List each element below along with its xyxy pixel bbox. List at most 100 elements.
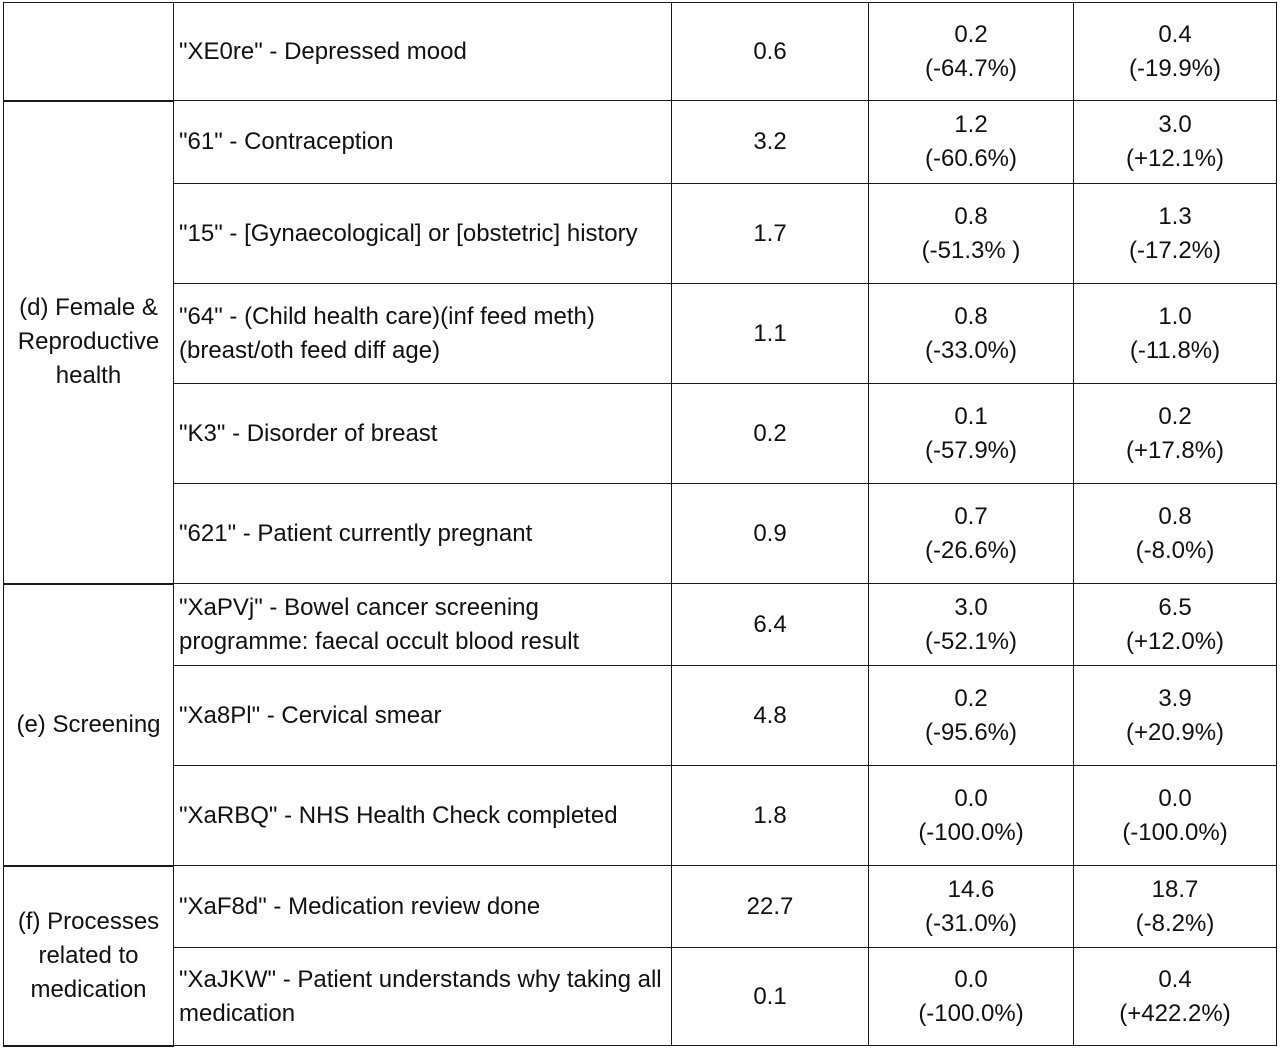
table-row: "64" - (Child health care)(inf feed meth…	[4, 283, 1277, 384]
table-row: "15" - [Gynaecological] or [obstetric] h…	[4, 183, 1277, 284]
percent-change: (+12.0%)	[1125, 627, 1225, 655]
value: 0.2	[954, 684, 988, 712]
period-two-cell: 1.0 (-11.8%)	[1073, 283, 1277, 384]
category-cell	[3, 2, 174, 102]
value: 0.0	[954, 965, 988, 993]
term-cell: "XaJKW" - Patient understands why taking…	[173, 947, 672, 1046]
table-row: "XaRBQ" - NHS Health Check completed 1.8…	[4, 765, 1277, 866]
percent-change: (-95.6%)	[924, 718, 1018, 746]
baseline-cell: 0.1	[671, 947, 869, 1046]
baseline-cell: 1.7	[671, 183, 869, 284]
period-two-cell: 1.3 (-17.2%)	[1073, 183, 1277, 284]
value: 0.1	[954, 402, 988, 430]
period-one-cell: 0.8 (-33.0%)	[868, 283, 1074, 384]
table-row: (f) Processes related to medication "XaF…	[3, 865, 1277, 1047]
period-one-cell: 0.0 (-100.0%)	[868, 947, 1074, 1046]
percent-change: (-33.0%)	[924, 336, 1018, 364]
percent-change: (-100.0%)	[1122, 818, 1228, 846]
baseline-cell: 3.2	[671, 100, 869, 184]
category-cell: (e) Screening	[3, 583, 174, 867]
value: 6.5	[1158, 593, 1192, 621]
value: 3.0	[954, 593, 988, 621]
percent-change: (-8.0%)	[1135, 536, 1215, 564]
term-cell: "XE0re" - Depressed mood	[173, 2, 672, 101]
table-row: (e) Screening "XaPVj" - Bowel cancer scr…	[3, 583, 1277, 867]
period-two-cell: 18.7 (-8.2%)	[1073, 865, 1277, 948]
percent-change: (-60.6%)	[924, 145, 1018, 172]
table-row: "K3" - Disorder of breast 0.2 0.1 (-57.9%…	[4, 383, 1277, 484]
term-cell: "XaF8d" - Medication review done	[173, 865, 672, 948]
table-row: "621" - Patient currently pregnant 0.9 0…	[4, 483, 1277, 584]
percent-change: (-100.0%)	[918, 999, 1024, 1027]
percent-change: (-52.1%)	[924, 627, 1018, 655]
percent-change: (-11.8%)	[1129, 336, 1221, 364]
term-cell: "Xa8Pl" - Cervical smear	[173, 665, 672, 766]
period-one-cell: 1.2 (-60.6%)	[868, 100, 1074, 184]
percent-change: (-26.6%)	[924, 536, 1018, 564]
term-cell: "15" - [Gynaecological] or [obstetric] h…	[173, 183, 672, 284]
value: 0.7	[954, 502, 988, 530]
results-table: "XE0re" - Depressed mood 0.6 0.2 (-64.7%)…	[3, 2, 1277, 1047]
percent-change: (-17.2%)	[1128, 236, 1222, 264]
period-two-cell: 6.5 (+12.0%)	[1073, 583, 1277, 666]
value: 14.6	[947, 875, 995, 903]
value: 1.3	[1158, 202, 1192, 230]
period-one-cell: 0.0 (-100.0%)	[868, 765, 1074, 866]
baseline-cell: 22.7	[671, 865, 869, 948]
category-cell: (d) Female & Reproductive health	[3, 100, 174, 585]
value: 3.9	[1158, 684, 1192, 712]
period-one-cell: 0.2 (-95.6%)	[868, 665, 1074, 766]
period-one-cell: 0.8 (-51.3% )	[868, 183, 1074, 284]
value: 0.2	[1158, 402, 1192, 430]
period-one-cell: 0.2 (-64.7%)	[868, 2, 1074, 101]
period-one-cell: 0.1 (-57.9%)	[868, 383, 1074, 484]
percent-change: (-100.0%)	[918, 818, 1024, 846]
percent-change: (-8.2%)	[1135, 909, 1215, 937]
term-cell: "K3" - Disorder of breast	[173, 383, 672, 484]
percent-change: (-51.3% )	[921, 236, 1021, 264]
table-row: "XaJKW" - Patient understands why taking…	[4, 947, 1277, 1046]
baseline-cell: 0.6	[671, 2, 869, 101]
percent-change: (+20.9%)	[1125, 718, 1225, 746]
value: 0.8	[954, 302, 988, 330]
category-cell: (f) Processes related to medication	[3, 865, 174, 1047]
value: 0.0	[1158, 784, 1192, 812]
table-row: "XE0re" - Depressed mood 0.6 0.2 (-64.7%)…	[3, 2, 1277, 102]
percent-change: (-57.9%)	[924, 436, 1018, 464]
table-row: "Xa8Pl" - Cervical smear 4.8 0.2 (-95.6%)…	[4, 665, 1277, 766]
value: 0.8	[1158, 502, 1192, 530]
table-row: (d) Female & Reproductive health "61" - …	[3, 100, 1277, 585]
period-two-cell: 0.2 (+17.8%)	[1073, 383, 1277, 484]
term-cell: "64" - (Child health care)(inf feed meth…	[173, 283, 672, 384]
value: 1.0	[1158, 302, 1192, 330]
baseline-cell: 6.4	[671, 583, 869, 666]
baseline-cell: 1.8	[671, 765, 869, 866]
value: 0.8	[954, 202, 988, 230]
percent-change: (-31.0%)	[924, 909, 1018, 937]
period-two-cell: 0.8 (-8.0%)	[1073, 483, 1277, 584]
value: 0.2	[954, 20, 988, 48]
value: 18.7	[1151, 875, 1199, 903]
baseline-cell: 1.1	[671, 283, 869, 384]
period-two-cell: 0.4 (-19.9%)	[1073, 2, 1277, 101]
term-cell: "621" - Patient currently pregnant	[173, 483, 672, 584]
value: 3.0	[1158, 111, 1192, 138]
percent-change: (+17.8%)	[1125, 436, 1225, 464]
value: 0.0	[954, 784, 988, 812]
percent-change: (+422.2%)	[1119, 999, 1231, 1027]
period-one-cell: 14.6 (-31.0%)	[868, 865, 1074, 948]
term-cell: "XaPVj" - Bowel cancer screening program…	[173, 583, 672, 666]
baseline-cell: 0.9	[671, 483, 869, 584]
period-one-cell: 0.7 (-26.6%)	[868, 483, 1074, 584]
percent-change: (-64.7%)	[924, 54, 1018, 82]
value: 0.4	[1158, 965, 1192, 993]
value: 0.4	[1158, 20, 1192, 48]
baseline-cell: 0.2	[671, 383, 869, 484]
percent-change: (-19.9%)	[1128, 54, 1222, 82]
value: 1.2	[954, 111, 988, 138]
term-cell: "XaRBQ" - NHS Health Check completed	[173, 765, 672, 866]
period-two-cell: 0.4 (+422.2%)	[1073, 947, 1277, 1046]
period-two-cell: 3.9 (+20.9%)	[1073, 665, 1277, 766]
percent-change: (+12.1%)	[1125, 145, 1225, 172]
term-cell: "61" - Contraception	[173, 100, 672, 184]
